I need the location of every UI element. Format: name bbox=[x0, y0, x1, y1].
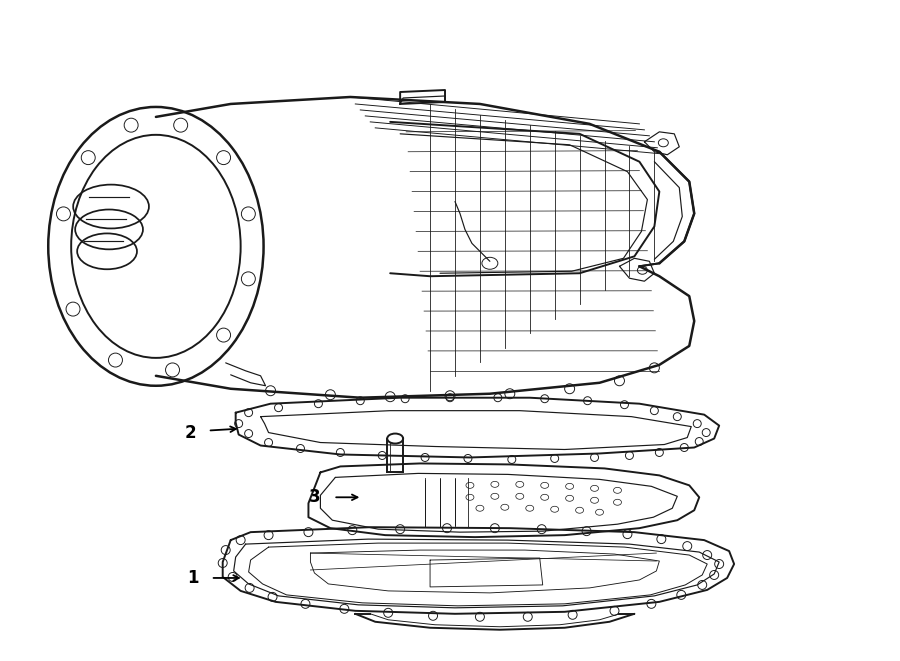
Text: 3: 3 bbox=[309, 488, 320, 506]
Text: 1: 1 bbox=[187, 569, 199, 587]
Text: 2: 2 bbox=[184, 424, 196, 442]
